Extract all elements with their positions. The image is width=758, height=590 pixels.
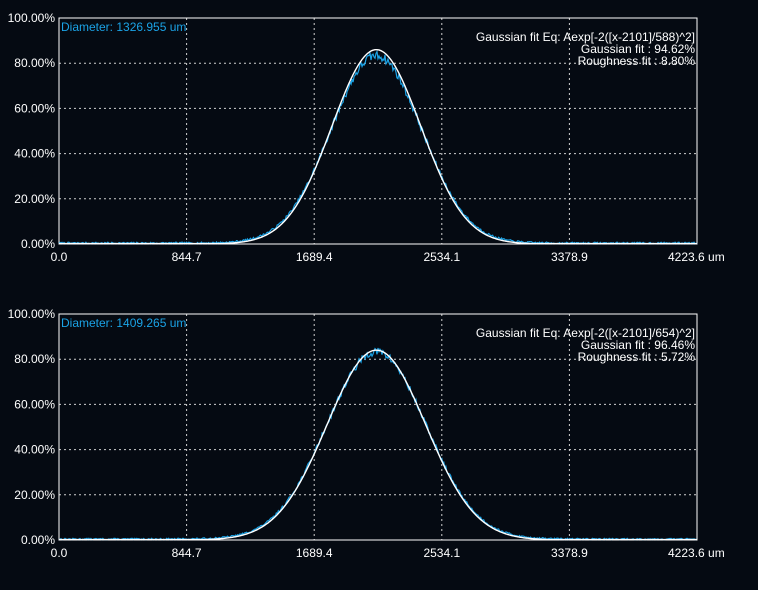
y-tick-label: 100.00% [8,11,56,25]
gaussian-fit-line [59,349,697,541]
diameter-label: Diameter: 1409.265 um [61,316,186,330]
x-tick-label: 1689.4 [296,546,333,560]
x-tick-label: 844.7 [172,250,202,264]
y-tick-label: 80.00% [14,56,55,70]
gaussian-fit-line [59,48,697,245]
diameter-label: Diameter: 1326.955 um [61,20,186,34]
roughness-fit-label: Roughness fit : 5.72% [578,350,696,364]
y-tick-label: 40.00% [14,443,55,457]
y-tick-label: 80.00% [14,352,55,366]
y-tick-label: 60.00% [14,397,55,411]
x-tick-label: 844.7 [172,546,202,560]
x-tick-label: 0.0 [51,546,68,560]
y-tick-label: 40.00% [14,147,55,161]
x-tick-label: 4223.6 um [668,546,725,560]
chart-svg: 100.00% 80.00% 60.00% 40.00% 20.00% 0.00% 0.0… [8,11,725,264]
x-tick-label: 2534.1 [423,546,460,560]
y-tick-label: 0.00% [21,237,55,251]
measured-profile-line [58,49,698,245]
measured-profile-line [58,347,698,541]
roughness-fit-label: Roughness fit : 8.80% [578,54,696,68]
y-tick-label: 60.00% [14,101,55,115]
gaussian-fit-label: Gaussian fit : 96.46% [581,338,695,352]
plot-frame [58,313,698,541]
x-tick-label: 3378.9 [551,546,588,560]
y-tick-label: 20.00% [14,488,55,502]
x-tick-label: 1689.4 [296,250,333,264]
profile-chart-bottom: 100.00% 80.00% 60.00% 40.00% 20.00% 0.00% 0.0… [0,296,758,586]
y-tick-label: 100.00% [8,307,56,321]
plot-frame [58,17,698,245]
x-tick-label: 3378.9 [551,250,588,264]
chart-svg: 100.00% 80.00% 60.00% 40.00% 20.00% 0.00% 0.0… [8,307,725,560]
profile-chart-top: 100.00% 80.00% 60.00% 40.00% 20.00% 0.00% 0.0… [0,0,758,290]
x-tick-label: 4223.6 um [668,250,725,264]
x-tick-label: 0.0 [51,250,68,264]
x-tick-label: 2534.1 [423,250,460,264]
gaussian-fit-label: Gaussian fit : 94.62% [581,42,695,56]
y-tick-label: 20.00% [14,192,55,206]
y-tick-label: 0.00% [21,533,55,547]
fit-equation: Gaussian fit Eq: Aexp[-2([x-2101]/654)^2… [476,326,695,340]
fit-equation: Gaussian fit Eq: Aexp[-2([x-2101]/588)^2… [476,30,695,44]
